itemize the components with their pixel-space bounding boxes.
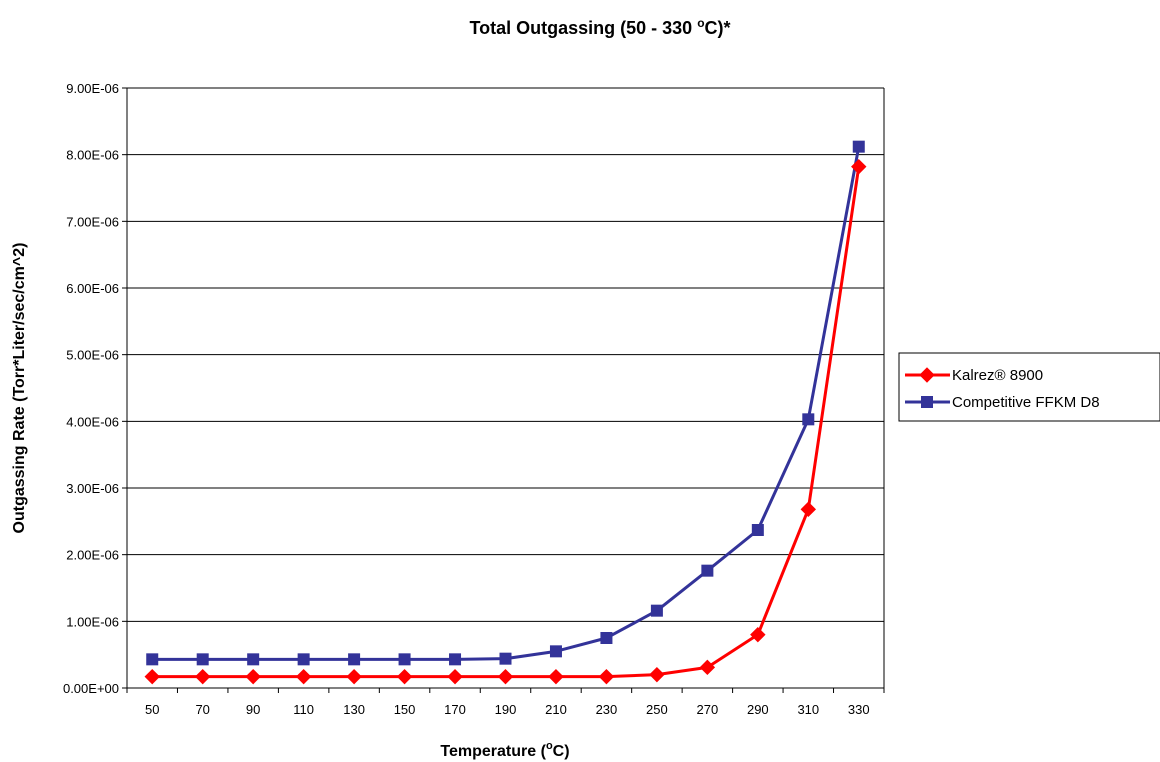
data-point-competitive-ffkm-d8 — [297, 653, 310, 666]
x-axis-title-main: Temperature ( — [440, 743, 546, 760]
y-tick-label: 7.00E-06 — [66, 214, 119, 229]
data-point-kalrez-8900 — [851, 158, 867, 175]
y-tick-label: 5.00E-06 — [66, 348, 119, 363]
y-axis-title: Outgassing Rate (Torr*Liter/sec/cm^2) — [11, 243, 28, 534]
x-tick-label: 310 — [797, 702, 819, 717]
y-tick-label: 3.00E-06 — [66, 481, 119, 496]
data-point-competitive-ffkm-d8 — [348, 653, 361, 666]
x-tick-label: 110 — [293, 702, 314, 717]
legend-box — [898, 352, 1160, 422]
x-tick-label: 50 — [145, 702, 159, 717]
data-point-kalrez-8900 — [447, 668, 463, 685]
data-point-competitive-ffkm-d8 — [701, 564, 714, 577]
data-point-competitive-ffkm-d8 — [398, 653, 411, 666]
data-point-competitive-ffkm-d8 — [449, 653, 462, 666]
x-axis-title: Temperature (oC) — [440, 740, 569, 760]
y-tick-label: 6.00E-06 — [66, 281, 119, 296]
y-ticks: 0.00E+00 1.00E-06 2.00E-06 3.00E-06 4.00E-06… — [63, 81, 127, 696]
data-point-kalrez-8900 — [144, 668, 160, 685]
data-point-kalrez-8900 — [800, 501, 817, 518]
data-point-kalrez-8900 — [598, 668, 615, 685]
data-point-competitive-ffkm-d8 — [499, 652, 512, 665]
x-tick-label: 70 — [195, 702, 209, 717]
y-tick-label: 0.00E+00 — [63, 681, 119, 696]
y-tick-label: 1.00E-06 — [66, 614, 119, 629]
data-point-competitive-ffkm-d8 — [600, 632, 613, 644]
data-point-competitive-ffkm-d8 — [751, 524, 764, 536]
x-tick-label: 210 — [545, 702, 567, 717]
data-point-kalrez-8900 — [245, 668, 261, 685]
data-point-competitive-ffkm-d8 — [802, 413, 815, 426]
y-tick-label: 4.00E-06 — [66, 414, 119, 429]
data-point-kalrez-8900 — [346, 668, 362, 685]
data-point-competitive-ffkm-d8 — [247, 653, 260, 666]
chart-title: Total Outgassing (50 - 330 oC)* — [469, 16, 730, 38]
data-point-kalrez-8900 — [699, 659, 716, 676]
x-tick-label: 130 — [343, 702, 365, 717]
data-point-competitive-ffkm-d8 — [852, 140, 865, 153]
x-tick-label: 170 — [444, 702, 466, 717]
x-tick-label: 90 — [246, 702, 260, 717]
x-tick-label: 250 — [646, 702, 668, 717]
legend-marker-kalrez-8900 — [919, 367, 935, 383]
data-point-kalrez-8900 — [548, 668, 564, 685]
data-point-competitive-ffkm-d8 — [650, 604, 663, 617]
legend-label-kalrez-8900: Kalrez® 8900 — [952, 367, 1043, 384]
series-line-competitive-ffkm-d8 — [152, 146, 861, 661]
legend-marker-competitive-ffkm-d8 — [921, 396, 933, 408]
data-point-competitive-ffkm-d8 — [549, 645, 562, 658]
x-tick-label: 230 — [596, 702, 618, 717]
chart-title-main: Total Outgassing (50 - 330 — [469, 18, 697, 38]
data-point-competitive-ffkm-d8 — [196, 653, 209, 666]
data-point-kalrez-8900 — [497, 668, 514, 685]
y-tick-label: 9.00E-06 — [66, 81, 119, 96]
x-ticks: 50 70 90 110 130 150 170 190 210 230 250 270 290 310 3… — [126, 688, 885, 717]
legend: Kalrez® 8900 Competitive FFKM D8 — [898, 352, 1160, 422]
y-tick-label: 2.00E-06 — [66, 548, 119, 563]
chart-title-superscript: o — [697, 16, 704, 30]
data-point-kalrez-8900 — [295, 668, 312, 685]
series-layer — [144, 140, 867, 685]
x-tick-label: 290 — [747, 702, 769, 717]
data-point-kalrez-8900 — [194, 668, 211, 685]
gridlines — [127, 87, 884, 622]
x-tick-label: 190 — [495, 702, 517, 717]
x-tick-label: 270 — [697, 702, 719, 717]
legend-label-competitive-ffkm-d8: Competitive FFKM D8 — [952, 394, 1100, 411]
chart-title-tail: C)* — [705, 18, 731, 38]
x-tick-label: 330 — [848, 702, 870, 717]
y-tick-label: 8.00E-06 — [66, 148, 119, 163]
data-point-kalrez-8900 — [750, 626, 766, 643]
data-point-competitive-ffkm-d8 — [146, 653, 159, 666]
x-axis-title-tail: C) — [553, 743, 570, 760]
x-tick-label: 150 — [394, 702, 416, 717]
data-point-kalrez-8900 — [649, 666, 665, 683]
data-point-kalrez-8900 — [396, 668, 413, 685]
x-axis-title-superscript: o — [546, 740, 553, 752]
